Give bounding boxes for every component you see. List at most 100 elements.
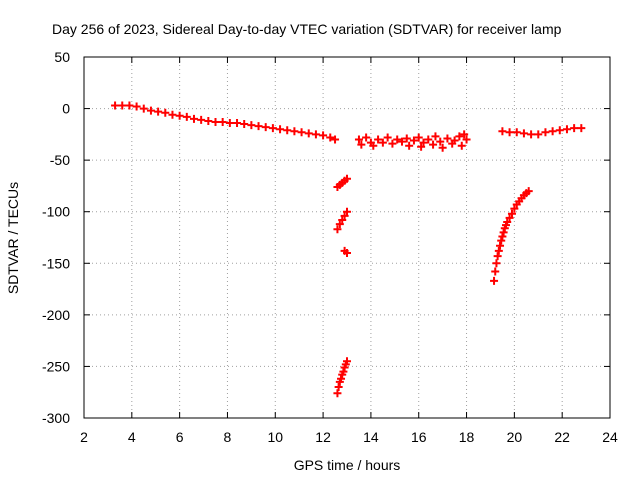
x-tick-label: 16 — [411, 429, 427, 445]
data-point-main-trend — [204, 116, 213, 125]
data-point-drop-19h — [497, 236, 506, 245]
data-point-midday-cluster — [357, 140, 366, 149]
x-tick-label: 14 — [363, 429, 379, 445]
y-tick-label: -250 — [42, 358, 70, 374]
data-point-midday-cluster — [450, 136, 459, 145]
data-point-main-trend — [304, 129, 313, 138]
data-point-drop-19h — [503, 218, 512, 227]
data-point-main-trend — [268, 124, 277, 133]
y-tick-label: -100 — [42, 204, 70, 220]
y-tick-label: -150 — [42, 255, 70, 271]
data-point-evening-trend — [555, 126, 564, 135]
data-point-main-trend — [233, 119, 242, 128]
data-point-evening-trend — [541, 128, 550, 137]
data-point-main-trend — [139, 104, 148, 113]
data-point-drop-19h — [507, 209, 516, 218]
data-point-evening-trend — [570, 124, 579, 133]
data-point-drop-12h — [333, 225, 342, 234]
data-point-drop-12h — [335, 220, 344, 229]
data-point-main-trend — [211, 117, 220, 126]
chart-title: Day 256 of 2023, Sidereal Day-to-day VTE… — [52, 21, 562, 37]
data-point-drop-19h — [496, 241, 505, 250]
plot-frame — [83, 56, 611, 419]
data-point-midday-cluster — [383, 133, 392, 142]
data-point-drop-12h — [338, 215, 347, 224]
data-point-main-trend — [261, 123, 270, 132]
data-point-drop-12h — [339, 367, 348, 376]
data-point-midday-cluster — [460, 130, 469, 139]
data-point-midday-cluster — [378, 138, 387, 147]
data-point-drop-19h — [492, 259, 501, 268]
data-point-drop-19h — [505, 213, 514, 222]
data-point-main-trend — [118, 101, 127, 110]
data-point-midday-cluster — [402, 134, 411, 143]
data-point-midday-cluster — [362, 133, 371, 142]
data-point-main-trend — [182, 112, 191, 121]
data-point-main-trend — [161, 108, 170, 117]
data-point-drop-19h — [499, 228, 508, 237]
data-point-midday-cluster — [455, 132, 464, 141]
data-point-drop-12h — [343, 174, 351, 183]
data-point-midday-cluster — [457, 141, 466, 150]
data-point-main-trend — [331, 135, 340, 144]
data-point-midday-cluster — [436, 137, 445, 146]
y-axis-label: SDTVAR / TECUs — [5, 182, 21, 294]
data-point-evening-trend — [548, 127, 557, 136]
x-tick-label: 22 — [554, 429, 570, 445]
data-point-evening-trend — [519, 129, 528, 138]
y-tick-label: -50 — [50, 152, 70, 168]
x-tick-label: 2 — [80, 429, 88, 445]
x-tick-label: 4 — [128, 429, 136, 445]
data-point-drop-19h — [493, 252, 502, 261]
data-point-main-trend — [154, 107, 163, 116]
data-point-evening-trend — [505, 128, 514, 137]
data-point-main-trend — [197, 115, 206, 124]
data-point-midday-cluster — [431, 132, 440, 141]
data-point-main-trend — [111, 101, 120, 110]
data-point-midday-cluster — [462, 135, 471, 144]
data-point-main-trend — [254, 122, 263, 131]
data-point-midday-cluster — [417, 142, 426, 151]
data-point-drop-19h — [524, 187, 533, 196]
y-tick-label: 0 — [62, 101, 70, 117]
data-point-main-trend — [276, 125, 285, 134]
data-point-midday-cluster — [438, 143, 447, 152]
data-point-main-trend — [290, 127, 299, 136]
data-point-midday-cluster — [393, 135, 402, 144]
data-point-main-trend — [218, 117, 227, 126]
data-point-main-trend — [189, 114, 198, 123]
data-point-evening-trend — [534, 130, 543, 139]
data-point-main-trend — [297, 128, 306, 137]
data-point-drop-12h — [343, 207, 351, 216]
data-point-midday-cluster — [405, 141, 414, 150]
data-point-drop-19h — [491, 267, 500, 276]
data-point-main-trend — [168, 110, 177, 119]
data-point-midday-cluster — [424, 135, 433, 144]
data-point-midday-cluster — [419, 138, 428, 147]
data-point-evening-trend — [512, 128, 521, 137]
data-point-drop-12h — [333, 389, 342, 398]
data-point-midday-cluster — [354, 135, 363, 144]
data-point-drop-12h — [337, 374, 346, 383]
data-point-midday-cluster — [409, 136, 418, 145]
x-tick-label: 18 — [459, 429, 475, 445]
axis-ticks: 2 4 6 8 10 12 14 16 18 20 22 24-300-250-200-150-100… — [42, 49, 618, 445]
data-point-main-trend — [175, 111, 184, 120]
data-point-midday-cluster — [443, 134, 452, 143]
data-point-evening-trend — [562, 125, 571, 134]
data-point-drop-19h — [490, 276, 499, 285]
x-tick-label: 8 — [224, 429, 232, 445]
data-point-main-trend — [240, 120, 249, 129]
x-tick-label: 24 — [602, 429, 618, 445]
data-point-midday-cluster — [388, 139, 397, 148]
data-point-evening-trend — [498, 127, 507, 136]
data-point-main-trend — [319, 131, 328, 140]
y-tick-label: 50 — [54, 49, 70, 65]
data-point-drop-19h — [510, 204, 519, 213]
y-tick-label: -200 — [42, 307, 70, 323]
x-tick-label: 6 — [176, 429, 184, 445]
data-point-drop-12h — [343, 248, 351, 257]
y-tick-label: -300 — [42, 410, 70, 426]
data-point-midday-cluster — [374, 135, 383, 144]
